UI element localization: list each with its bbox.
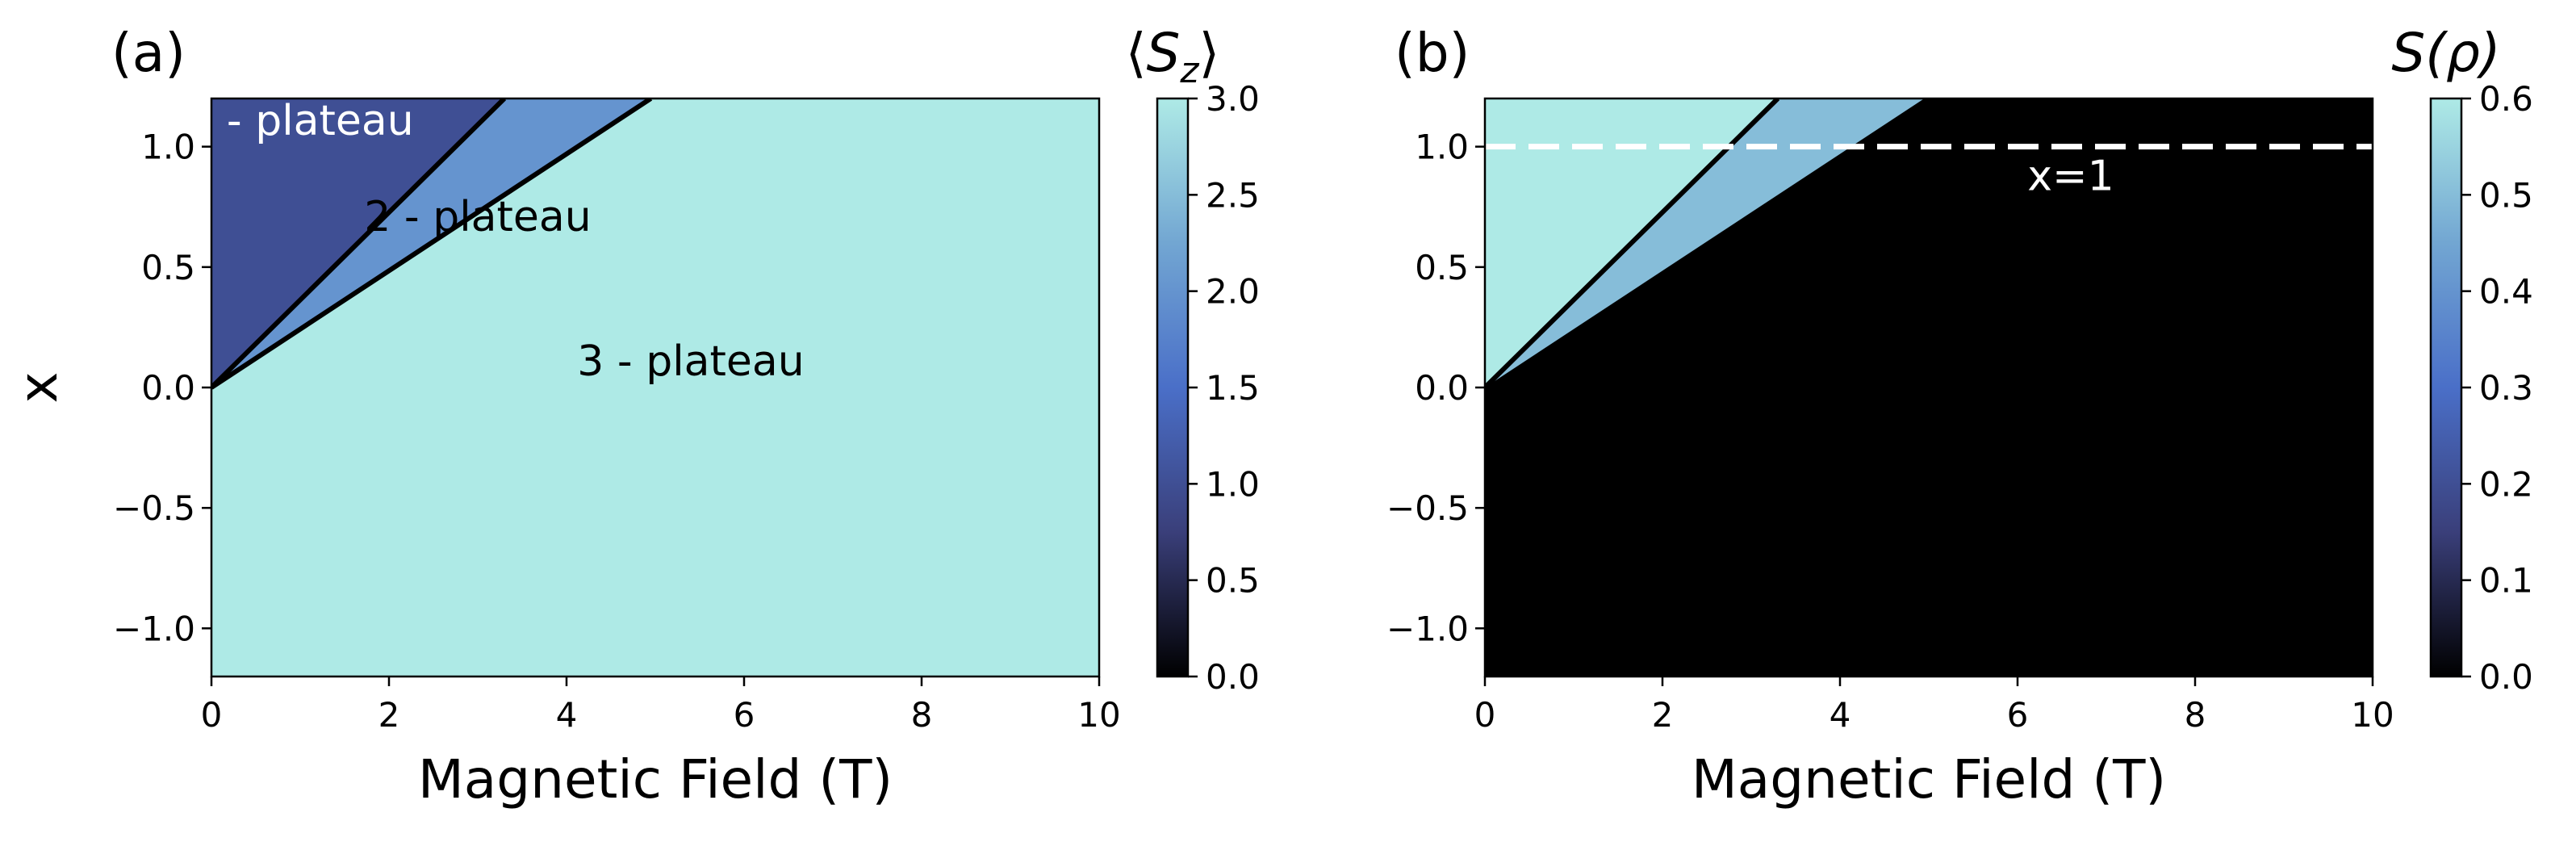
annotation-label: 1 - plateau (186, 97, 413, 145)
y-tick-label: 0.0 (1415, 368, 1469, 408)
x-tick-label: 8 (2185, 695, 2206, 735)
y-tick-label: 0.0 (141, 368, 195, 408)
colorbar-tick-label: 0.3 (2479, 368, 2533, 408)
panel-label: (a) (111, 22, 186, 84)
colorbar: 0.0 0.1 0.2 0.3 0.4 0.5 0.6S(ρ) (2391, 22, 2532, 697)
x-tick-label: 4 (556, 695, 578, 735)
y-tick-label: −0.5 (1386, 488, 1469, 528)
x-tick-label: 6 (2007, 695, 2029, 735)
boundary-line (211, 98, 507, 390)
colorbar-gradient (2429, 97, 2463, 678)
y-tick-label: 0.5 (1415, 248, 1469, 287)
x-tick-label: 4 (1830, 695, 1851, 735)
colorbar-tick-label: 0.5 (2479, 175, 2533, 215)
x-tick-label: 10 (1077, 695, 1120, 735)
colorbar: 0.0 0.5 1.0 1.5 2.0 2.5 3.0⟨Sz⟩ (1126, 22, 1260, 697)
x-tick-label: 0 (1474, 695, 1496, 735)
colorbar-tick-label: 0.0 (2479, 657, 2533, 697)
x-tick-label: 0 (201, 695, 223, 735)
y-axis-label: x (7, 371, 69, 403)
y-tick-label: 0.5 (141, 248, 195, 287)
colorbar-tick-label: 0.4 (2479, 272, 2533, 312)
x-tick-label: 8 (911, 695, 933, 735)
y-tick-label: −0.5 (113, 488, 195, 528)
colorbar-tick-label: 3.0 (1206, 79, 1260, 119)
annotation-label: 3 - plateau (577, 337, 804, 386)
colorbar-tick-label: 1.5 (1206, 368, 1260, 408)
colorbar-tick-label: 2.0 (1206, 272, 1260, 312)
y-tick-label: −1.0 (1386, 609, 1469, 648)
colorbar-tick-label: 0.1 (2479, 561, 2533, 601)
x-tick-label: 2 (1652, 695, 1674, 735)
annotation-label: x=1 (2027, 152, 2114, 200)
y-tick-label: 1.0 (141, 128, 195, 167)
region-region-2 (1485, 98, 1925, 387)
colorbar-tick-label: 1.0 (1206, 464, 1260, 504)
panel-b: x=1 0 2 4 6 8 10 −1.0 −0.5 0.0 0.5 1.0 Magnetic Fiel… (1386, 22, 2533, 811)
colorbar-tick-label: 0.5 (1206, 561, 1260, 601)
x-axis-label: Magnetic Field (T) (418, 748, 893, 811)
panel-label: (b) (1395, 22, 1470, 84)
colorbar-label: ⟨Sz⟩ (1126, 22, 1220, 91)
x-tick-label: 10 (2351, 695, 2394, 735)
colorbar-tick-label: 0.6 (2479, 79, 2533, 119)
x-tick-label: 6 (734, 695, 755, 735)
colorbar-tick-label: 0.2 (2479, 464, 2533, 504)
y-tick-label: −1.0 (113, 609, 195, 648)
colorbar-label: S(ρ) (2391, 22, 2500, 84)
plot-area (1485, 98, 2373, 677)
colorbar-tick-label: 2.5 (1206, 175, 1260, 215)
x-tick-label: 2 (378, 695, 400, 735)
colorbar-tick-label: 0.0 (1206, 657, 1260, 697)
panel-a: 1 - plateau 2 - plateau 3 - plateau 0 2 4 6 8 10… (7, 22, 1260, 811)
colorbar-gradient (1156, 97, 1190, 678)
y-tick-label: 1.0 (1415, 128, 1469, 167)
annotation-label: 2 - plateau (364, 193, 591, 241)
x-axis-label: Magnetic Field (T) (1692, 748, 2166, 811)
boundary-line (211, 98, 653, 390)
plot-area (211, 98, 1099, 677)
